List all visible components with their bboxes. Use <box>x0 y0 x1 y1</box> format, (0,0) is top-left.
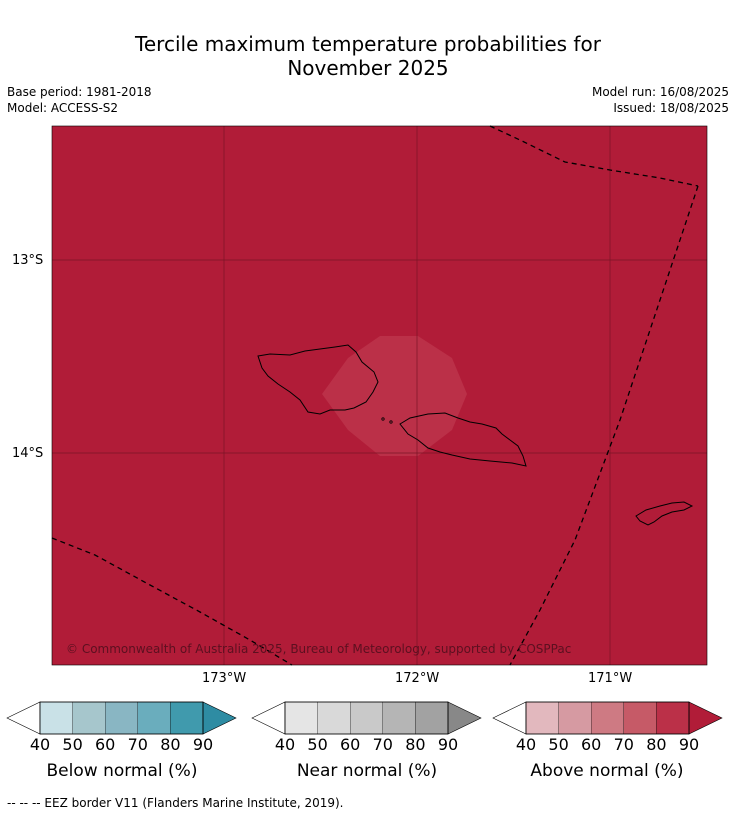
colorbar-above-tick: 60 <box>581 735 602 754</box>
lon-label-173w: 173°W <box>202 671 247 686</box>
colorbar-title-above: Above normal (%) <box>530 761 684 781</box>
probability-patch <box>322 336 467 456</box>
colorbar-below-tick: 50 <box>62 735 83 754</box>
colorbar-below-tick: 40 <box>29 735 51 754</box>
colorbar-above-outline <box>525 701 690 735</box>
colorbar-above-tick: 90 <box>678 735 700 754</box>
colorbar-below-tick: 80 <box>160 735 181 754</box>
savaii-island <box>257 344 379 415</box>
colorbar-near-tick: 90 <box>437 735 459 754</box>
colorbar-near-segment <box>382 701 416 735</box>
colorbar-above-tick: 50 <box>548 735 569 754</box>
chart-title-line2: November 2025 <box>287 56 449 80</box>
colorbar-below-low-extend <box>6 701 41 735</box>
gridlines <box>52 126 707 665</box>
colorbar-near-low-extend <box>251 701 286 735</box>
small-islet <box>389 420 393 424</box>
colorbar-below-high-extend <box>202 701 237 735</box>
base-period-text: Base period: 1981-2018 <box>7 85 152 99</box>
colorbar-below-tick: 60 <box>95 735 116 754</box>
colorbar-title-below: Below normal (%) <box>46 761 198 781</box>
colorbar-near-tick: 50 <box>307 735 328 754</box>
colorbar-below-tick: 90 <box>192 735 214 754</box>
colorbar-below-outline <box>39 701 204 735</box>
colorbar-near-segment <box>350 701 383 735</box>
colorbar-above-tick: 70 <box>613 735 634 754</box>
colorbars <box>6 701 723 735</box>
colorbar-above-segment <box>591 701 624 735</box>
info-left: Base period: 1981-2018 Model: ACCESS-S2 <box>7 84 152 116</box>
colorbar-above-segment <box>558 701 592 735</box>
colorbar-near-tick: 40 <box>274 735 296 754</box>
model-text: Model: ACCESS-S2 <box>7 101 119 115</box>
colorbar-near-segment <box>284 701 318 735</box>
colorbar-near-outline <box>284 701 449 735</box>
colorbar-below-segment <box>170 701 204 735</box>
colorbar-above-low-extend <box>492 701 527 735</box>
colorbar-below-segment <box>137 701 171 735</box>
small-islet <box>381 417 385 421</box>
colorbar-above-high-extend <box>688 701 723 735</box>
colorbar-above-segment <box>656 701 690 735</box>
map-frame <box>51 125 708 666</box>
lon-label-171w: 171°W <box>588 671 633 686</box>
colorbar-above-segment <box>525 701 559 735</box>
colorbar-title-near: Near normal (%) <box>296 761 438 781</box>
model-run-text: Model run: 16/08/2025 <box>591 85 729 99</box>
colorbar-below-tick: 70 <box>127 735 148 754</box>
copyright-text: © Commonwealth of Australia 2025, Bureau… <box>66 642 572 656</box>
issued-text: Issued: 18/08/2025 <box>613 101 729 115</box>
lat-label-14s: 14°S <box>12 446 44 461</box>
colorbar-near-tick: 70 <box>372 735 393 754</box>
colorbar-near-tick: 60 <box>340 735 361 754</box>
colorbar-near-high-extend <box>447 701 482 735</box>
colorbar-above-segment <box>623 701 657 735</box>
eez-border <box>51 125 699 666</box>
colorbar-below-segment <box>105 701 138 735</box>
colorbar-below-segment <box>72 701 106 735</box>
chart-title-line1: Tercile maximum temperature probabilitie… <box>135 32 601 56</box>
lon-label-172w: 172°W <box>395 671 440 686</box>
colorbar-near-segment <box>415 701 449 735</box>
colorbar-above-tick: 80 <box>646 735 667 754</box>
eez-footnote: -- -- -- EEZ border V11 (Flanders Marine… <box>7 796 344 810</box>
colorbar-above-tick: 40 <box>515 735 537 754</box>
lat-label-13s: 13°S <box>12 253 44 268</box>
info-right: Model run: 16/08/2025 Issued: 18/08/2025 <box>592 84 729 116</box>
colorbar-near-tick: 80 <box>405 735 426 754</box>
colorbar-near-segment <box>317 701 351 735</box>
upolu-island <box>399 412 527 467</box>
tutuila-island <box>635 501 694 526</box>
colorbar-below-segment <box>39 701 73 735</box>
